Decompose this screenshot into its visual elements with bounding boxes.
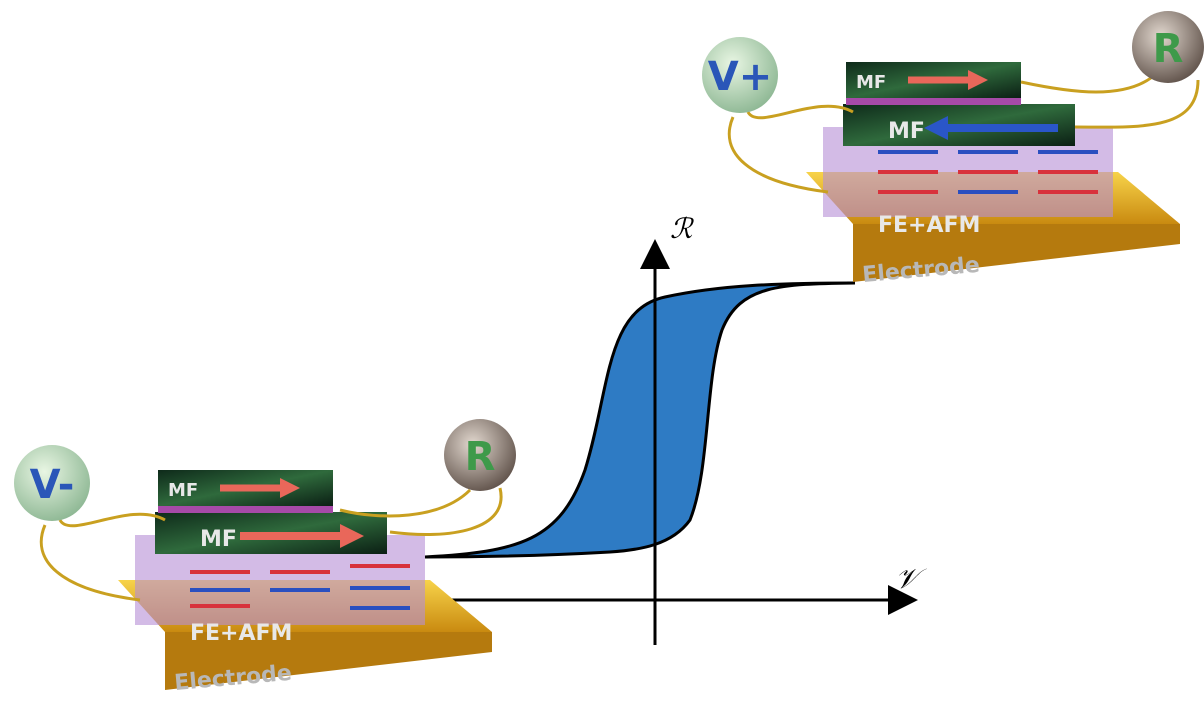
page: {"axes": {"y_label": "ℛ", "x_label": "𝒱"… (0, 0, 1204, 704)
y-axis-label: ℛ (670, 212, 694, 245)
bottom-layer-label: MF (200, 527, 237, 552)
barrier-label: FE+AFM (190, 621, 292, 646)
voltage-label: V- (30, 462, 75, 508)
x-axis-label: 𝒱 (895, 562, 927, 595)
device-high: Electrode FE+AFM MF MF V+ R (702, 11, 1204, 288)
meter-label: R (1153, 26, 1184, 72)
barrier-label: FE+AFM (878, 213, 980, 238)
voltage-label: V+ (708, 54, 772, 100)
bottom-layer-label: MF (888, 119, 925, 144)
meter-label: R (465, 434, 496, 480)
top-layer-label: MF (856, 72, 886, 93)
hysteresis-loop (425, 283, 855, 557)
top-layer-label: MF (168, 480, 198, 501)
diagram: ℛ 𝒱 Electrode FE+AFM MF MF V- R Electrod… (0, 0, 1204, 704)
